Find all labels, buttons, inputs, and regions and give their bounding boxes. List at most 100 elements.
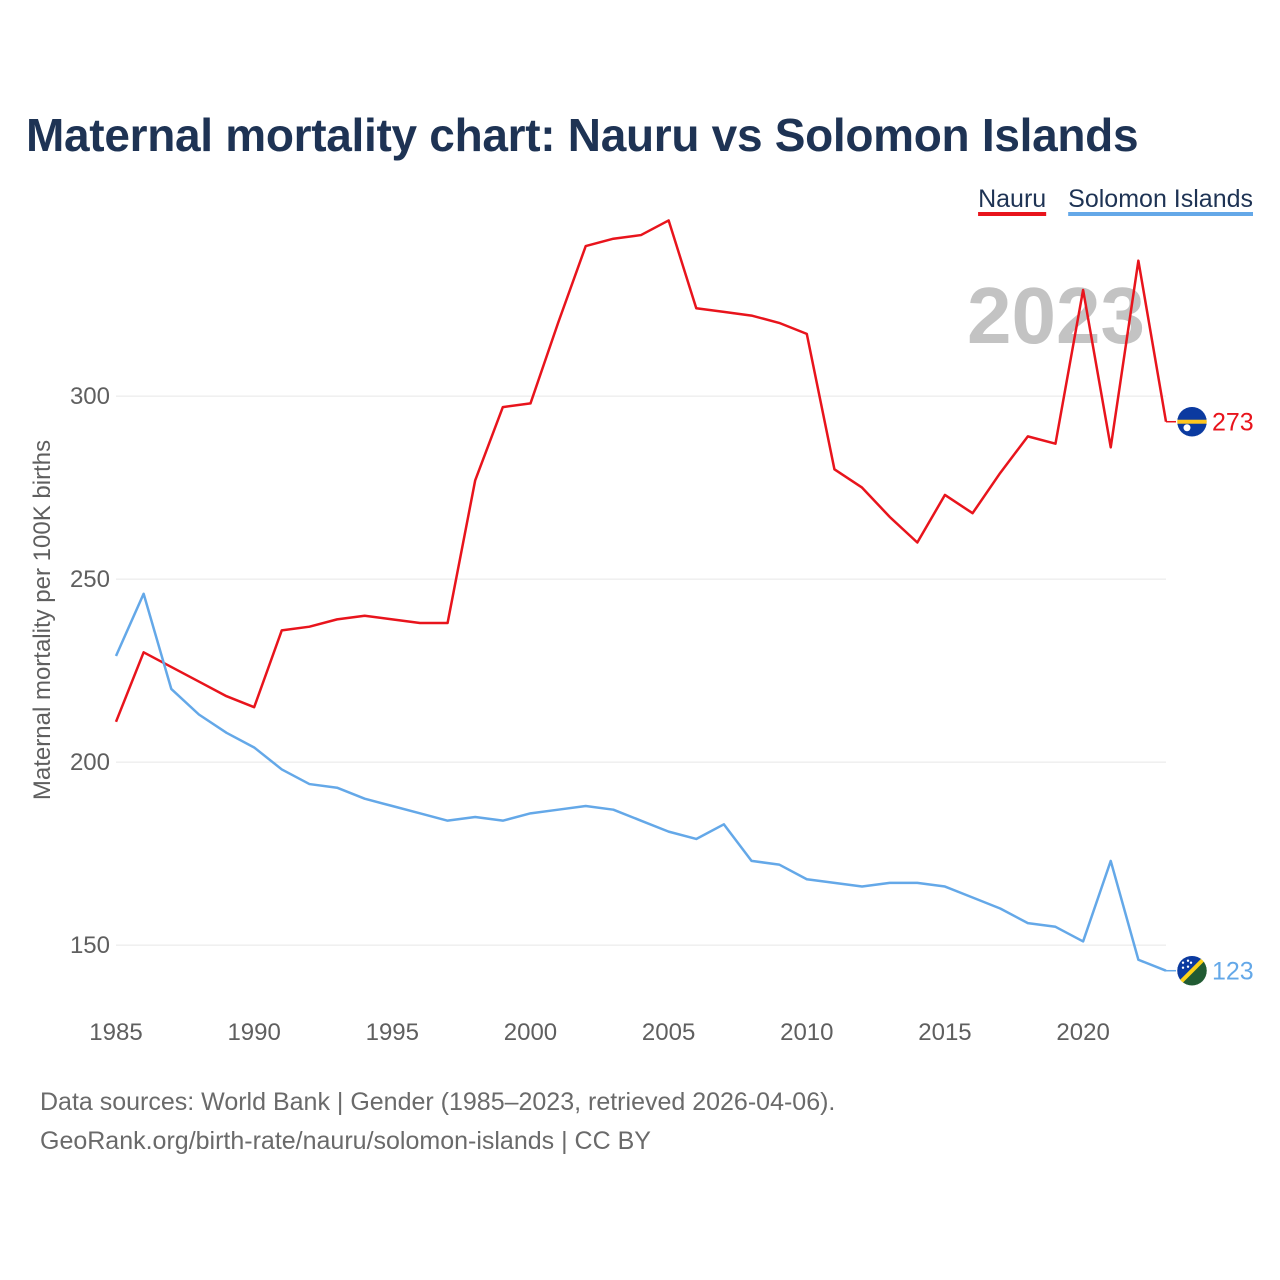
data-point-nauru-1988: [197, 680, 200, 683]
solomon-star-4: [1189, 961, 1193, 964]
data-point-solomon-islands-1993: [336, 786, 339, 789]
y-tick-label-200: 200: [70, 749, 110, 776]
solomon-diagonal: [1177, 955, 1207, 986]
data-point-nauru-1997: [446, 622, 449, 625]
data-point-nauru-2002: [584, 245, 587, 248]
solomon-islands-flag-icon: [1176, 955, 1208, 986]
footer-sources: Data sources: World Bank | Gender (1985–…: [40, 1088, 836, 1116]
data-point-solomon-islands-2009: [778, 863, 781, 866]
data-point-nauru-1987: [170, 666, 173, 669]
data-point-solomon-islands-2017: [999, 907, 1002, 910]
data-point-nauru-1998: [474, 479, 477, 482]
data-point-solomon-islands-1991: [280, 768, 283, 771]
data-point-solomon-islands-2012: [861, 885, 864, 888]
data-point-solomon-islands-1996: [419, 812, 422, 815]
legend-swatch-nauru: [978, 212, 1047, 216]
data-point-nauru-2014: [916, 541, 919, 544]
data-point-solomon-islands-2010: [805, 878, 808, 881]
data-point-solomon-islands-2007: [722, 823, 725, 826]
data-point-nauru-2013: [888, 515, 891, 518]
data-point-solomon-islands-2003: [612, 808, 615, 811]
legend-label-nauru: Nauru: [978, 185, 1046, 213]
solomon-star-2: [1181, 966, 1185, 969]
data-point-solomon-islands-1994: [363, 797, 366, 800]
data-point-solomon-islands-2001: [557, 808, 560, 811]
data-point-solomon-islands-2016: [971, 896, 974, 899]
solomon-star-0: [1181, 961, 1185, 964]
data-point-nauru-2005: [667, 219, 670, 222]
data-point-nauru-2018: [1026, 435, 1029, 438]
data-point-nauru-1994: [363, 614, 366, 617]
data-point-solomon-islands-2020: [1082, 940, 1085, 943]
flag-body-nauru: [1177, 406, 1207, 437]
solomon-star-3: [1186, 965, 1190, 968]
data-point-solomon-islands-1997: [446, 819, 449, 822]
data-point-nauru-1995: [391, 618, 394, 621]
x-tick-label-2020: 2020: [1056, 1019, 1109, 1046]
data-point-nauru-1993: [336, 618, 339, 621]
data-point-solomon-islands-1992: [308, 783, 311, 786]
nauru-flag-icon: [1176, 406, 1208, 437]
x-tick-label-1985: 1985: [89, 1019, 142, 1046]
data-point-solomon-islands-2022: [1137, 958, 1140, 961]
data-point-nauru-2003: [612, 237, 615, 240]
data-point-solomon-islands-1986: [142, 592, 145, 595]
data-point-solomon-islands-2021: [1109, 860, 1112, 863]
data-point-solomon-islands-2006: [695, 838, 698, 841]
year-watermark: 2023: [967, 271, 1145, 360]
series-layer: 273 123: [114, 219, 1254, 986]
end-label-nauru: 273: [1212, 409, 1254, 437]
axis-layer: 150 200 250 300 1985 1990 1995 2000 2005 2010 2015…: [70, 383, 1110, 1046]
data-point-nauru-2010: [805, 332, 808, 335]
data-point-solomon-islands-2008: [750, 860, 753, 863]
data-point-solomon-islands-2004: [640, 819, 643, 822]
data-point-nauru-2017: [999, 472, 1002, 475]
data-point-nauru-1999: [501, 406, 504, 409]
data-point-solomon-islands-2011: [833, 881, 836, 884]
data-point-nauru-2020: [1082, 289, 1085, 292]
legend: Solomon Islands Nauru: [978, 185, 1253, 216]
legend-swatch-solomon-islands: [1068, 212, 1253, 216]
data-point-nauru-2008: [750, 314, 753, 317]
data-point-nauru-2001: [557, 322, 560, 325]
data-point-nauru-1989: [225, 695, 228, 698]
data-point-nauru-2022: [1137, 259, 1140, 262]
x-tick-label-1990: 1990: [227, 1019, 280, 1046]
data-point-solomon-islands-1990: [253, 746, 256, 749]
footer-credit: GeoRank.org/birth-rate/nauru/solomon-isl…: [40, 1127, 651, 1155]
end-label-solomon-islands: 123: [1212, 958, 1254, 986]
y-tick-label-150: 150: [70, 932, 110, 959]
x-tick-label-2010: 2010: [780, 1019, 833, 1046]
data-point-solomon-islands-1985: [115, 655, 118, 658]
data-point-nauru-1986: [142, 651, 145, 654]
series-nauru: 273: [114, 219, 1254, 723]
data-point-nauru-1990: [253, 706, 256, 709]
data-point-solomon-islands-1988: [197, 713, 200, 716]
y-axis-title: Maternal mortality per 100K births: [29, 440, 56, 800]
x-tick-label-1995: 1995: [366, 1019, 419, 1046]
y-tick-label-300: 300: [70, 383, 110, 410]
series-line-solomon-islands: [114, 592, 1167, 972]
data-point-solomon-islands-2018: [1026, 922, 1029, 925]
x-tick-label-2015: 2015: [918, 1019, 971, 1046]
data-point-solomon-islands-2014: [916, 881, 919, 884]
data-point-nauru-1985: [115, 720, 118, 723]
data-point-solomon-islands-1998: [474, 816, 477, 819]
data-point-solomon-islands-1989: [225, 731, 228, 734]
data-point-solomon-islands-2013: [888, 881, 891, 884]
data-point-solomon-islands-1987: [170, 688, 173, 691]
flag-body-solomon-islands: [1177, 955, 1207, 986]
data-point-solomon-islands-1999: [501, 819, 504, 822]
chart-title: Maternal mortality chart: Nauru vs Solom…: [26, 109, 1139, 161]
data-point-nauru-2004: [640, 234, 643, 237]
data-point-nauru-2000: [529, 402, 532, 405]
y-tick-label-250: 250: [70, 566, 110, 593]
data-point-nauru-2009: [778, 322, 781, 325]
nauru-star: [1183, 424, 1191, 432]
data-point-solomon-islands-1995: [391, 805, 394, 808]
data-point-solomon-islands-2005: [667, 830, 670, 833]
data-point-nauru-2015: [944, 494, 947, 497]
data-point-nauru-2021: [1109, 446, 1112, 449]
data-point-nauru-2012: [861, 486, 864, 489]
